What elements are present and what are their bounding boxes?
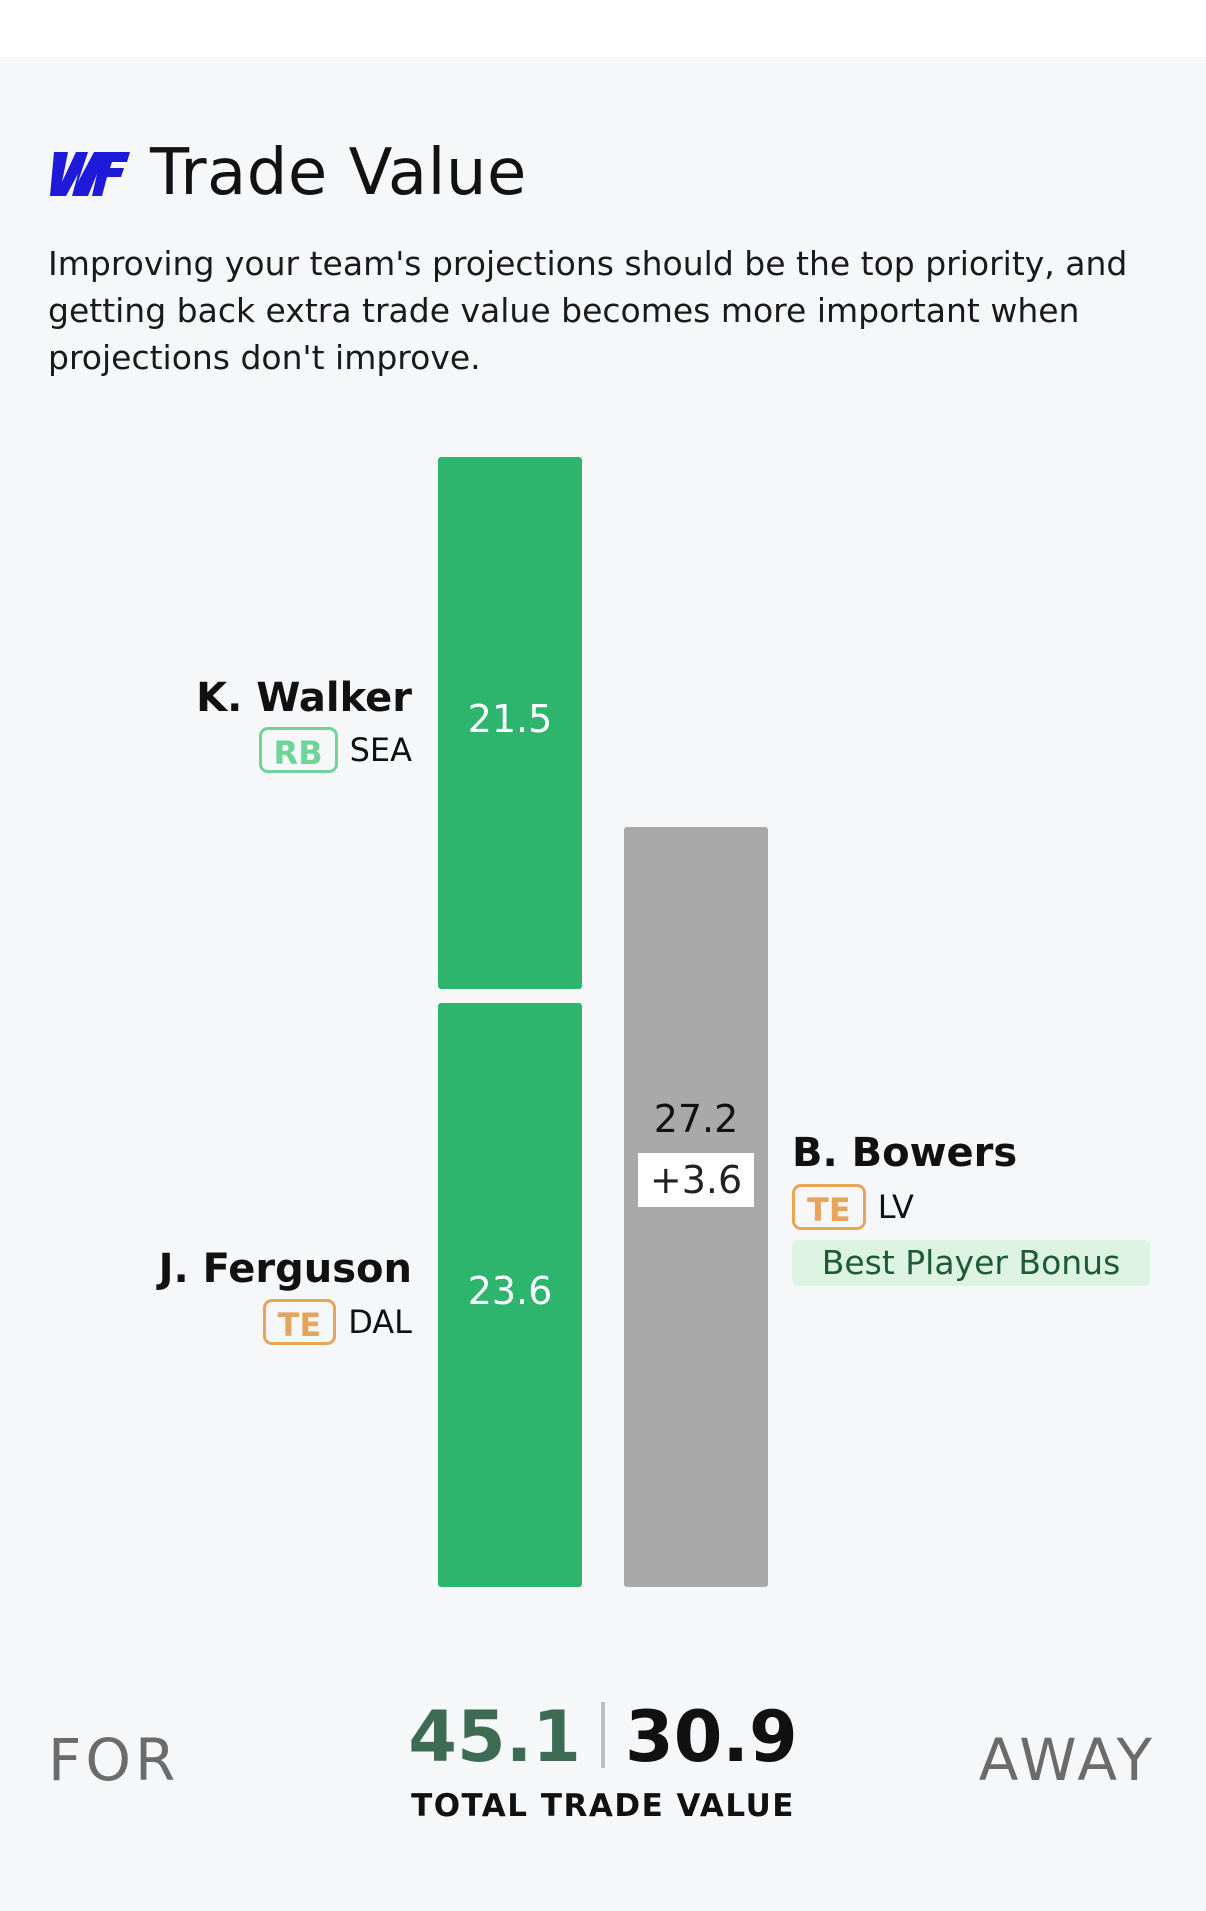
bar-j-ferguson: 23.6 xyxy=(438,1002,582,1587)
away-total-value: 30.9 xyxy=(625,1696,798,1778)
bar-value-b-bowers: 27.2 xyxy=(653,1096,739,1141)
player-name-b-bowers[interactable]: B. Bowers xyxy=(792,1130,1018,1176)
bar-k-walker: 21.5 xyxy=(438,457,582,989)
bar-b-bowers: 27.2 +3.6 xyxy=(624,826,768,1587)
bar-value-j-ferguson: 23.6 xyxy=(467,1268,553,1313)
best-player-bonus-tag: Best Player Bonus xyxy=(792,1240,1150,1286)
player-name-j-ferguson[interactable]: J. Ferguson xyxy=(158,1246,412,1292)
total-trade-value-caption: TOTAL TRADE VALUE xyxy=(411,1788,795,1824)
bar-value-k-walker: 21.5 xyxy=(467,696,553,741)
bonus-value-b-bowers: +3.6 xyxy=(638,1152,754,1207)
for-label: FOR xyxy=(48,1726,180,1794)
trade-value-card xyxy=(0,57,1206,1911)
for-total-value: 45.1 xyxy=(408,1696,581,1778)
player-name-k-walker[interactable]: K. Walker xyxy=(196,675,412,721)
page-description: Improving your team's projections should… xyxy=(48,244,1128,377)
away-label: AWAY xyxy=(978,1726,1156,1794)
player-meta-j-ferguson: TE DAL xyxy=(262,1297,412,1347)
totals-divider xyxy=(601,1702,605,1768)
team-label-dal: DAL xyxy=(348,1303,412,1341)
player-meta-b-bowers: TE LV xyxy=(792,1182,914,1232)
team-label-lv: LV xyxy=(877,1188,914,1226)
position-badge-te: TE xyxy=(792,1184,866,1230)
position-badge-rb: RB xyxy=(258,727,338,773)
page-title: Trade Value xyxy=(150,136,527,210)
position-badge-te: TE xyxy=(262,1299,337,1345)
brand-logo-icon xyxy=(50,152,130,196)
player-meta-k-walker: RB SEA xyxy=(258,725,412,775)
team-label-sea: SEA xyxy=(349,731,412,769)
